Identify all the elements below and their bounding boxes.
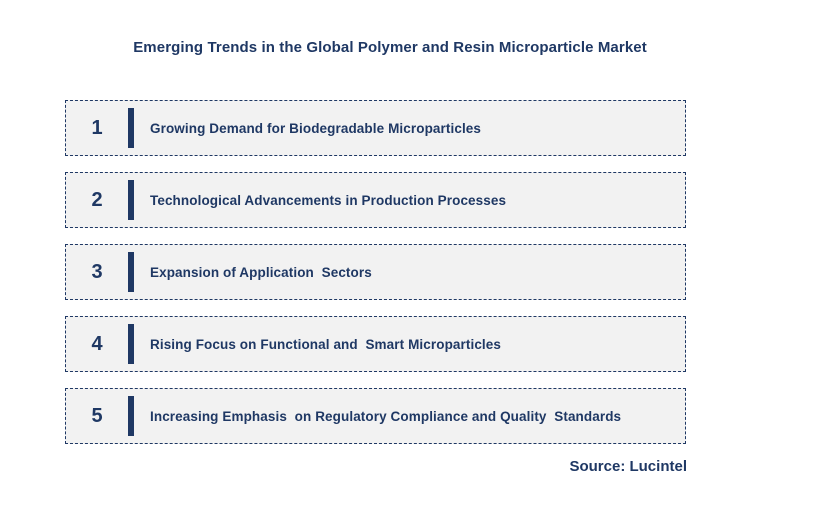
- trend-row: 3 Expansion of Application Sectors: [65, 244, 686, 300]
- trend-accent-bar: [128, 324, 134, 364]
- trend-label: Expansion of Application Sectors: [150, 264, 372, 280]
- trend-label: Growing Demand for Biodegradable Micropa…: [150, 120, 482, 136]
- trend-number: 4: [91, 332, 103, 355]
- trend-row: 2 Technological Advancements in Producti…: [65, 172, 686, 228]
- source-attribution: Source: Lucintel: [569, 458, 687, 475]
- trend-number: 1: [91, 116, 103, 139]
- trend-label: Increasing Emphasis on Regulatory Compli…: [150, 408, 622, 424]
- trend-accent-bar: [128, 180, 134, 220]
- trend-row: 5 Increasing Emphasis on Regulatory Comp…: [65, 388, 686, 444]
- trend-accent-bar: [128, 396, 134, 436]
- page-title: Emerging Trends in the Global Polymer an…: [133, 39, 647, 56]
- trend-row: 1 Growing Demand for Biodegradable Micro…: [65, 100, 686, 156]
- trend-label: Rising Focus on Functional and Smart Mic…: [150, 336, 501, 352]
- trend-number: 2: [91, 188, 103, 211]
- trend-list: 1 Growing Demand for Biodegradable Micro…: [65, 100, 686, 460]
- trend-label: Technological Advancements in Production…: [150, 192, 507, 208]
- trend-number: 3: [91, 260, 103, 283]
- trend-number: 5: [91, 404, 103, 427]
- trend-accent-bar: [128, 108, 134, 148]
- trend-accent-bar: [128, 252, 134, 292]
- trend-row: 4 Rising Focus on Functional and Smart M…: [65, 316, 686, 372]
